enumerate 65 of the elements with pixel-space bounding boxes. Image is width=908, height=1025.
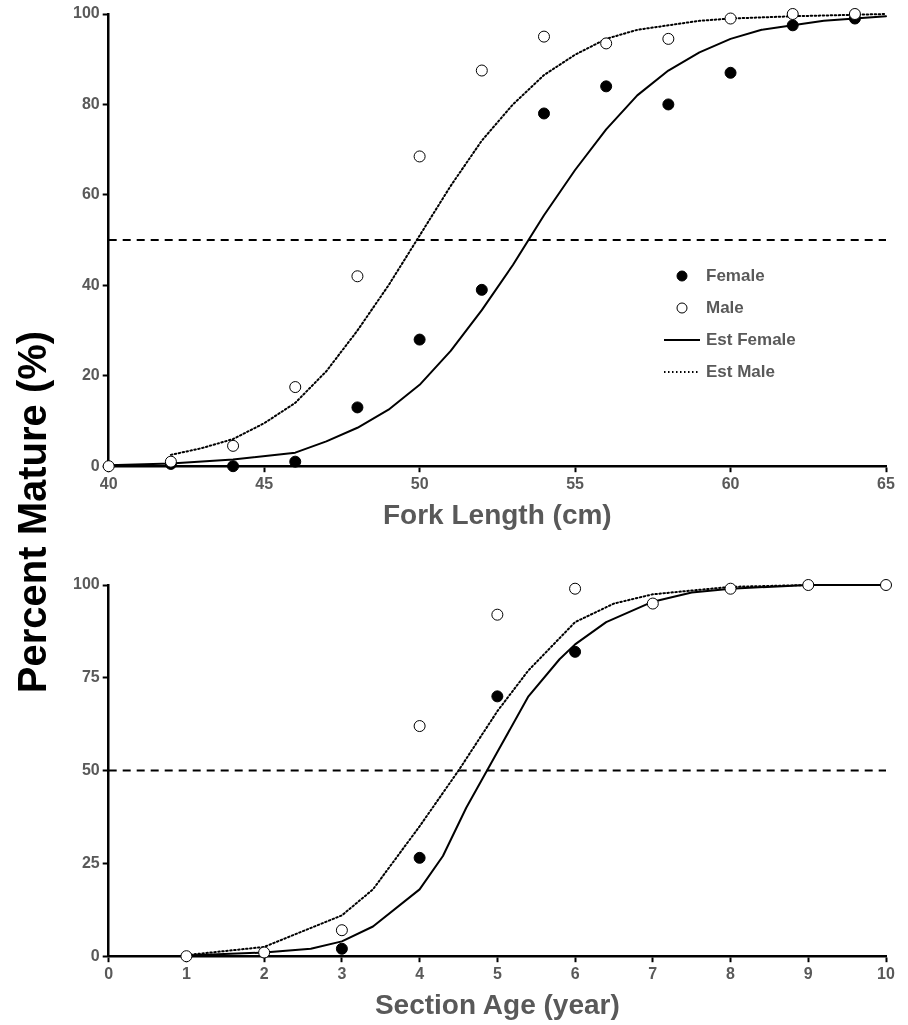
y-tick-label: 50 <box>81 761 100 779</box>
point <box>786 8 799 20</box>
point <box>537 30 550 43</box>
y-tick-label: 25 <box>81 853 100 871</box>
point <box>102 460 115 473</box>
y-tick-label: 100 <box>72 575 100 593</box>
point <box>227 460 240 473</box>
x-tick-label: 1 <box>181 965 191 983</box>
point <box>289 455 302 468</box>
y-tick-label: 0 <box>90 946 100 964</box>
y-tick-label: 75 <box>81 668 100 686</box>
y-tick-label: 20 <box>81 366 100 384</box>
x-axis-title: Section Age (year) <box>374 988 620 1020</box>
y-axis-title: Percent Mature (%) <box>9 330 55 694</box>
point <box>600 80 613 93</box>
point <box>537 107 550 120</box>
x-tick-label: 6 <box>570 965 580 983</box>
y-tick-label: 80 <box>81 94 100 112</box>
point <box>413 333 426 346</box>
x-tick-label: 65 <box>877 475 895 493</box>
x-tick-label: 0 <box>104 965 114 983</box>
x-tick-label: 7 <box>648 965 658 983</box>
point <box>335 942 348 955</box>
x-tick-label: 50 <box>410 475 429 493</box>
point <box>351 270 364 283</box>
x-tick-label: 4 <box>415 965 425 983</box>
point <box>724 12 737 25</box>
x-tick-label: 60 <box>721 475 740 493</box>
point <box>258 946 271 959</box>
point <box>662 32 675 45</box>
x-tick-label: 45 <box>255 475 274 493</box>
y-tick-label: 0 <box>90 456 100 474</box>
point <box>724 66 737 79</box>
x-tick-label: 10 <box>877 965 895 983</box>
legend-label: Est Female <box>706 330 796 351</box>
point <box>289 381 302 394</box>
legend-label: Est Male <box>706 362 775 383</box>
point <box>569 645 582 658</box>
point <box>491 690 504 703</box>
point <box>646 597 659 610</box>
point <box>880 579 892 591</box>
point <box>802 579 815 591</box>
point <box>848 8 861 20</box>
y-tick-label: 100 <box>72 4 100 22</box>
point <box>600 37 613 50</box>
point <box>491 608 504 621</box>
point <box>475 283 488 296</box>
x-axis-title: Fork Length (cm) <box>383 498 612 530</box>
y-tick-label: 60 <box>81 185 100 203</box>
x-tick-label: 3 <box>337 965 347 983</box>
legend-label: Male <box>706 298 744 319</box>
point <box>351 401 364 414</box>
x-tick-label: 8 <box>726 965 736 983</box>
legend-label: Female <box>706 266 765 287</box>
point <box>180 950 193 963</box>
x-tick-label: 55 <box>566 475 585 493</box>
point <box>786 19 799 32</box>
x-tick-label: 9 <box>803 965 813 983</box>
point <box>413 851 426 864</box>
y-tick-label: 40 <box>81 275 100 293</box>
point <box>413 720 426 733</box>
point <box>724 582 737 595</box>
x-tick-label: 2 <box>259 965 269 983</box>
point <box>662 98 675 111</box>
x-tick-label: 5 <box>492 965 502 983</box>
